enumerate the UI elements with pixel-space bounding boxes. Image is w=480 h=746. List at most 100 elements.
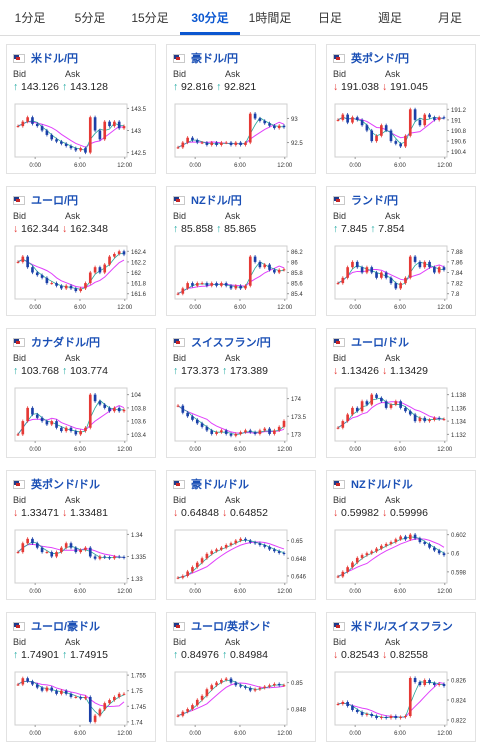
x-tick-label: 0:00	[349, 589, 361, 595]
y-tick-label: 0.848	[291, 708, 307, 714]
currency-card[interactable]: 英ポンド/円 Bid Ask ↓ 191.038 ↓ 191.045 191.2 191 190.…	[326, 44, 476, 174]
pair-title[interactable]: 米ドル/スイスフラン	[351, 621, 453, 633]
arrow-down-icon: ↓	[381, 365, 388, 377]
pair-title[interactable]: 英ポンド/ドル	[31, 479, 101, 491]
mini-chart[interactable]: 0.602 0.6 0.598 0:00 6:00 12:00	[333, 527, 471, 595]
pair-title[interactable]: 豪ドル/円	[191, 53, 239, 65]
candle-body	[268, 123, 271, 126]
pair-title[interactable]: NZドル/ドル	[351, 479, 413, 491]
mini-chart[interactable]: 174 173.5 173 0:00 6:00 12:00	[173, 385, 311, 453]
candle-body	[122, 409, 126, 412]
pair-title[interactable]: ランド/円	[351, 195, 399, 207]
price-values: ↓ 162.344 ↓ 162.348	[13, 223, 111, 235]
currency-card[interactable]: 英ポンド/ドル Bid Ask ↓ 1.33471 ↓ 1.33481 1.34 1.335 1.…	[6, 470, 156, 600]
ma-line	[177, 541, 285, 579]
candle-body	[186, 571, 189, 576]
ask-value: 0.84984	[229, 649, 268, 661]
candle-body	[253, 689, 257, 691]
currency-card[interactable]: 豪ドル/円 Bid Ask ↑ 92.816 ↑ 92.821 93 92.5 0:00 6:00 1…	[166, 44, 316, 174]
pair-title[interactable]: カナダドル/円	[31, 337, 101, 349]
candle-body	[375, 716, 378, 718]
x-tick-label: 0:00	[29, 589, 41, 595]
mini-chart[interactable]: 1.755 1.75 1.745 1.74 0:00 6:00 12:00	[13, 669, 151, 737]
candle-body	[79, 288, 82, 292]
mini-chart[interactable]: 143.5 143 142.5 0:00 6:00 12:00	[13, 101, 151, 169]
pair-title[interactable]: ユーロ/英ポンド	[191, 621, 272, 633]
currency-card[interactable]: NZドル/ドル Bid Ask ↓ 0.59982 ↓ 0.59996 0.602 0.6 0.5…	[326, 470, 476, 600]
price-values: ↑ 0.84976 ↑ 0.84984	[173, 649, 271, 661]
tab-4[interactable]: 1時間足	[248, 11, 292, 25]
candle-body	[84, 696, 87, 699]
mini-chart[interactable]: 1.138 1.136 1.134 1.132 0:00 6:00 12:00	[333, 385, 471, 453]
candle-body	[263, 264, 267, 268]
candle-body	[258, 687, 262, 690]
mini-chart[interactable]: 0.65 0.648 0.646 0:00 6:00 12:00	[173, 527, 311, 595]
pair-title[interactable]: スイスフラン/円	[191, 337, 271, 349]
candle-body	[418, 261, 422, 268]
bid-label: Bid	[13, 495, 27, 505]
tab-6[interactable]: 週足	[377, 11, 402, 25]
candle-body	[55, 283, 58, 286]
currency-card[interactable]: 米ドル/スイスフラン Bid Ask ↓ 0.82543 ↓ 0.82558 0.826 0.8…	[326, 612, 476, 742]
currency-card[interactable]: ユーロ/ドル Bid Ask ↓ 1.13426 ↓ 1.13429 1.138 1.136 1.…	[326, 328, 476, 458]
candle-body	[45, 277, 49, 284]
mini-chart[interactable]: 93 92.5 0:00 6:00 12:00	[173, 101, 311, 169]
x-tick-label: 6:00	[394, 305, 406, 311]
currency-card[interactable]: 豪ドル/ドル Bid Ask ↓ 0.64848 ↓ 0.64852 0.65 0.648 0.6…	[166, 470, 316, 600]
arrow-up-icon: ↑	[216, 223, 222, 235]
tab-1[interactable]: 5分足	[74, 11, 106, 25]
currency-card[interactable]: ユーロ/円 Bid Ask ↓ 162.344 ↓ 162.348 162.4 162.2 162…	[6, 186, 156, 316]
pair-title[interactable]: 米ドル/円	[31, 53, 79, 65]
ask-label: Ask	[225, 353, 241, 363]
currency-card[interactable]: NZドル/円 Bid Ask ↑ 85.858 ↑ 85.865 86.2 86 85.8 85.6…	[166, 186, 316, 316]
price-values: ↑ 85.858 ↑ 85.865	[173, 223, 259, 235]
y-tick-label: 0.85	[291, 681, 303, 687]
ask-value: 1.74915	[69, 649, 108, 661]
candle-body	[423, 542, 427, 544]
mini-chart[interactable]: 191.2 191 190.8 190.6 190.4 0:00 6:00 12:00	[333, 101, 471, 169]
mini-chart[interactable]: 104 103.8 103.6 103.4 0:00 6:00 12:00	[13, 385, 151, 453]
candle-body	[45, 130, 49, 135]
mini-chart[interactable]: 86.2 86 85.8 85.6 85.4 0:00 6:00 12:00	[173, 243, 311, 311]
bid-value: 1.74901	[21, 649, 59, 661]
candle-body	[355, 261, 359, 268]
arrow-down-icon: ↓	[381, 649, 388, 661]
pair-title[interactable]: 英ポンド/円	[351, 53, 410, 65]
candle-body	[375, 548, 378, 552]
candle-body	[69, 543, 73, 548]
pair-title[interactable]: ユーロ/豪ドル	[31, 621, 101, 633]
ask-value: 162.348	[69, 223, 108, 235]
currency-card[interactable]: ユーロ/豪ドル Bid Ask ↑ 1.74901 ↑ 1.74915 1.755 1.75 1.…	[6, 612, 156, 742]
currency-card[interactable]: ユーロ/英ポンド Bid Ask ↑ 0.84976 ↑ 0.84984 0.85 0.848 0…	[166, 612, 316, 742]
y-tick-label: 0.826	[451, 679, 467, 685]
mini-chart[interactable]: 162.4 162.2 162 161.8 161.6 0:00 6:00 12:00	[13, 243, 151, 311]
tab-5[interactable]: 日足	[317, 11, 342, 25]
tab-0[interactable]: 1分足	[14, 11, 46, 25]
mini-chart[interactable]: 0.85 0.848 0:00 6:00 12:00	[173, 669, 311, 737]
mini-chart[interactable]: 7.88 7.86 7.84 7.82 7.8 0:00 6:00 12:00	[333, 243, 471, 311]
y-tick-label: 162	[131, 271, 142, 277]
currency-card[interactable]: スイスフラン/円 Bid Ask ↑ 173.373 ↑ 173.389 174 173.5 17…	[166, 328, 316, 458]
tab-2[interactable]: 15分足	[131, 11, 169, 25]
pair-title[interactable]: 豪ドル/ドル	[191, 479, 250, 491]
candle-body	[336, 427, 340, 429]
currency-card[interactable]: 米ドル/円 Bid Ask ↑ 143.126 ↑ 143.128 143.5 143 142.5…	[6, 44, 156, 174]
pair-title[interactable]: ユーロ/ドル	[351, 337, 410, 349]
mini-chart[interactable]: 1.34 1.335 1.33 0:00 6:00 12:00	[13, 527, 151, 595]
x-tick-label: 0:00	[189, 305, 201, 311]
candle-body	[64, 543, 68, 548]
x-tick-label: 6:00	[74, 447, 86, 453]
mini-chart[interactable]: 0.826 0.824 0.822 0:00 6:00 12:00	[333, 669, 471, 737]
arrow-down-icon: ↓	[173, 507, 179, 519]
currency-card[interactable]: ランド/円 Bid Ask ↑ 7.845 ↑ 7.854 7.88 7.86 7.84 7.82 7…	[326, 186, 476, 316]
pair-title[interactable]: ユーロ/円	[31, 195, 79, 207]
pair-title[interactable]: NZドル/円	[191, 195, 242, 207]
price-values: ↓ 0.64848 ↓ 0.64852	[173, 507, 271, 519]
x-tick-label: 12:00	[117, 305, 133, 311]
tab-3[interactable]: 30分足	[180, 0, 240, 35]
candle-body	[103, 556, 107, 558]
y-tick-label: 161.6	[131, 292, 147, 298]
currency-card[interactable]: カナダドル/円 Bid Ask ↑ 103.768 ↑ 103.774 104 103.8 103…	[6, 328, 156, 458]
candle-body	[210, 685, 214, 690]
tab-7[interactable]: 月足	[437, 11, 462, 25]
